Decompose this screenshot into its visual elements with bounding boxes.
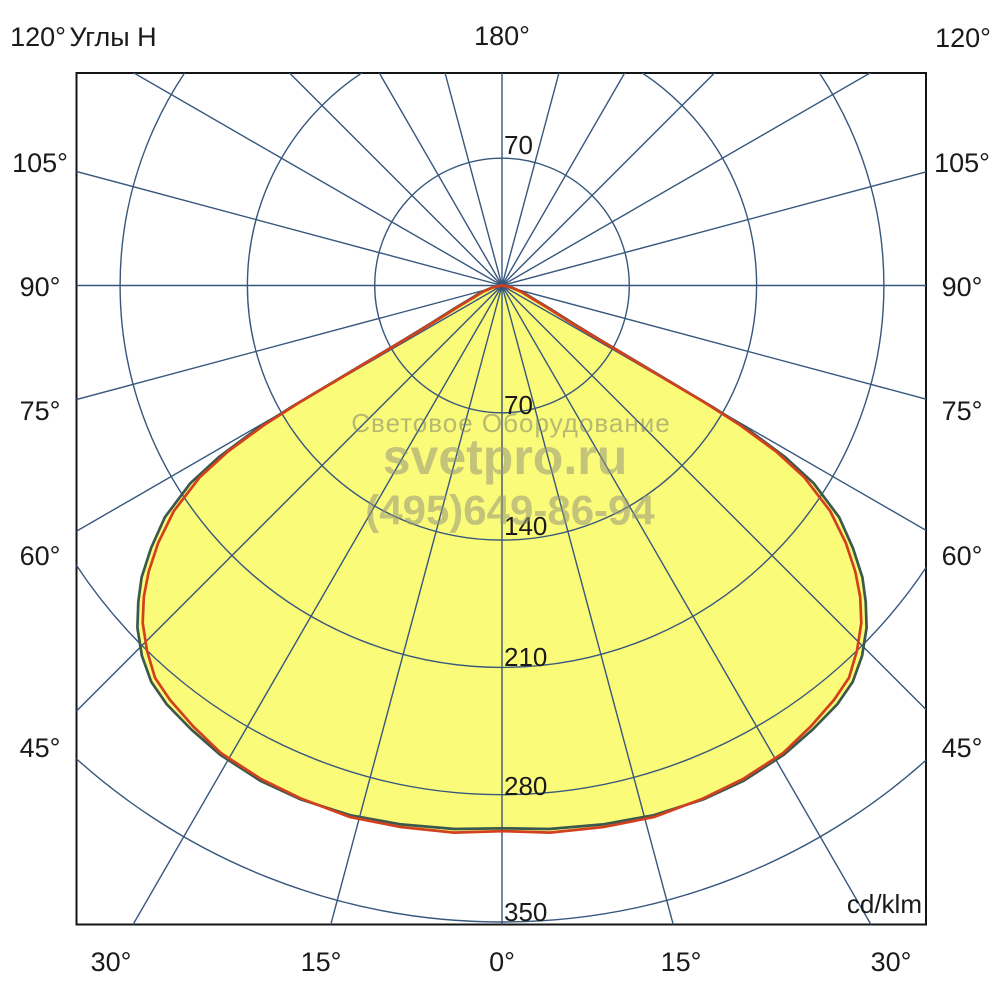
grid-radial-line-210 (378, 73, 503, 286)
grid-radial-line-120 (501, 73, 872, 287)
radial-tick-350: 350 (504, 897, 547, 927)
radial-tick-280: 280 (504, 771, 547, 801)
angle-label-top-right-120: 120° (935, 23, 991, 53)
angle-label-bottom-0: 0° (489, 947, 515, 977)
watermark-company-line: Световое Оборудование (351, 408, 670, 438)
angle-label-bottom-right-30: 30° (871, 947, 912, 977)
angle-label-bottom-left-15: 15° (301, 947, 342, 977)
angle-label-bottom-left-30: 30° (91, 947, 132, 977)
grid-radial-line-255 (76, 170, 503, 287)
angle-label-right-60: 60° (942, 541, 983, 571)
angle-label-right-105: 105° (934, 148, 990, 178)
angle-label-right-90: 90° (942, 272, 983, 302)
angle-label-left-45: 45° (20, 733, 61, 763)
unit-label-cd-klm: cd/klm (847, 889, 922, 919)
angle-label-left-90: 90° (20, 272, 61, 302)
watermark-site-line: svetpro.ru (383, 429, 628, 485)
curve-red (141, 284, 863, 834)
angle-label-left-105: 105° (12, 148, 68, 178)
intensity-curves (136, 284, 868, 834)
angle-label-right-45: 45° (942, 733, 983, 763)
angle-label-left-60: 60° (20, 541, 61, 571)
watermark-phone-line: (495)649-86-94 (365, 487, 655, 534)
radial-tick-70-top: 70 (504, 130, 533, 160)
grid-radial-line-15 (501, 285, 674, 925)
grid-radial-line-240 (132, 73, 503, 287)
grid-radial-line-225 (288, 73, 503, 286)
grid-radial-line-105 (501, 171, 926, 287)
grid-radial-line-195 (444, 73, 503, 286)
angle-label-bottom-right-15: 15° (661, 947, 702, 977)
grid-radial-line-315 (76, 285, 503, 712)
angle-label-top-left-120: 120° (10, 22, 66, 52)
grid-radial-line-165 (501, 73, 560, 286)
axis-title-angles-h: Углы H (69, 22, 156, 52)
grid-radial-line-30 (501, 285, 872, 925)
radial-tick-70: 70 (504, 390, 533, 420)
grid-radial-line-330 (132, 285, 503, 925)
angle-label-top-180: 180° (474, 21, 530, 51)
angle-label-right-75: 75° (942, 396, 983, 426)
grid-radial-line-75 (501, 284, 926, 400)
radial-tick-140: 140 (504, 511, 547, 541)
radial-tick-210: 210 (504, 642, 547, 672)
grid-radial-line-285 (76, 284, 503, 401)
grid-radial-line-150 (501, 73, 626, 286)
grid-radial-line-135 (501, 73, 716, 286)
grid-radial-line-45 (501, 285, 926, 711)
angle-label-left-75: 75° (20, 396, 61, 426)
grid-radial-line-345 (330, 285, 503, 925)
